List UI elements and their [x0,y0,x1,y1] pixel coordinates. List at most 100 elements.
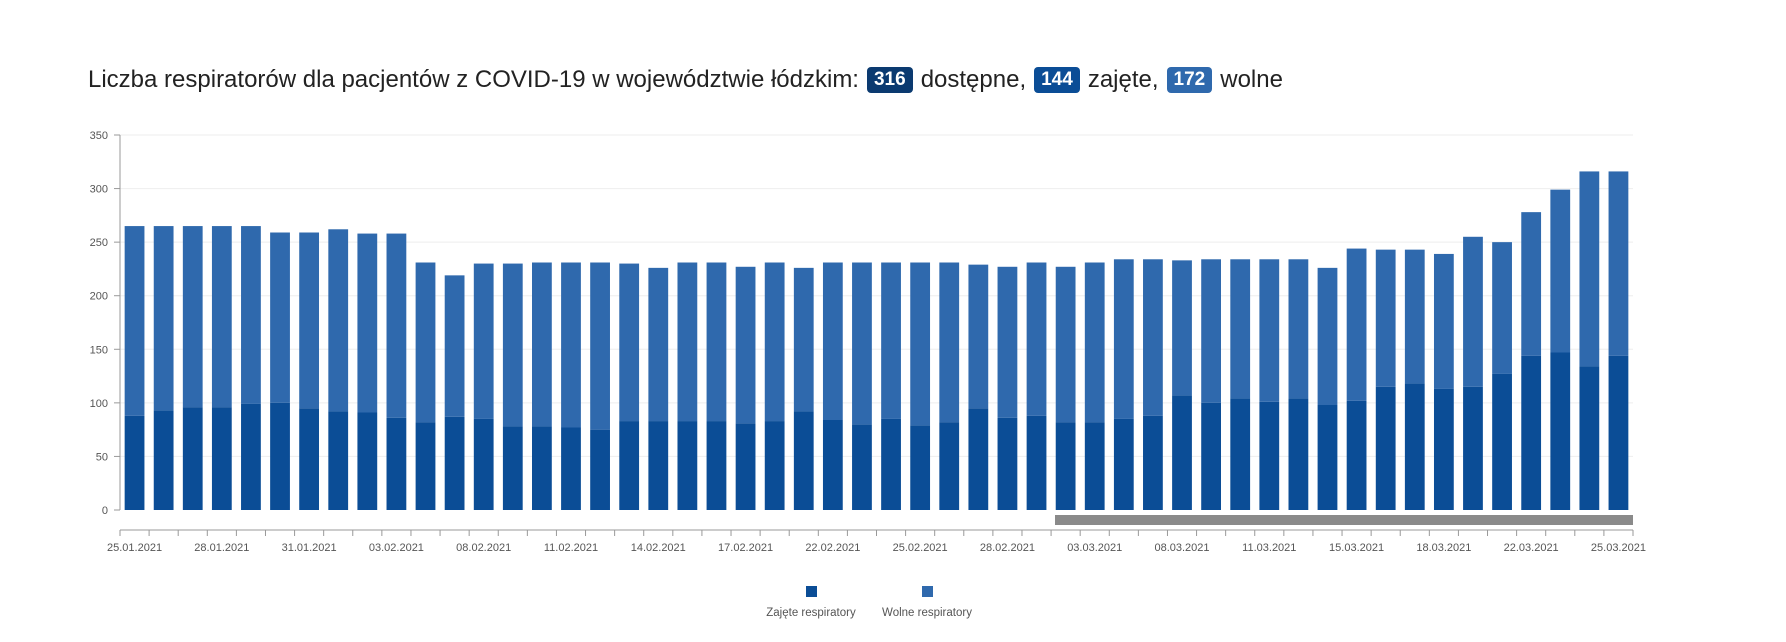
bar-free [182,226,203,408]
bar-free [357,233,378,413]
bar-free [881,262,901,419]
bar-free [1346,248,1367,401]
legend-swatch-free[interactable] [922,586,933,597]
x-axis: 25.01.2021 28.01.2021 31.01.2021 03.02.2021… [107,529,1646,554]
legend-label-occupied[interactable]: Zajęte respiratory [766,607,856,619]
legend: Zajęte respiratory Wolne respiratory [766,586,972,619]
bar-occupied [1608,355,1629,510]
bar-free [211,226,232,408]
bar-occupied [444,416,465,510]
bar-occupied [1201,402,1221,510]
bar-free [677,262,698,422]
bar-occupied [299,408,320,510]
bar-free [124,226,145,416]
bar-occupied [1317,405,1338,510]
bar-occupied [415,422,436,510]
bar-free [444,275,465,417]
bar-free [561,262,581,428]
bar-free [473,263,494,419]
bar-free [1608,171,1629,356]
bar-free [241,226,261,404]
bar-occupied [1550,352,1571,510]
bar-occupied [764,421,785,510]
bar-free [1026,262,1047,416]
bar-occupied [619,421,640,510]
bar-occupied [153,410,174,510]
bar-occupied [182,407,203,510]
bar-occupied [1521,355,1542,510]
y-tick-label: 200 [90,291,108,303]
bar-occupied [1055,422,1076,510]
bar-occupied [270,402,290,510]
x-tick-label: 28.01.2021 [194,542,249,554]
bar-free [1172,260,1192,396]
bar-occupied [1172,395,1192,510]
bar-free [735,266,756,424]
bar-free [1317,267,1338,405]
x-tick-label: 03.03.2021 [1067,542,1122,554]
bar-occupied [910,425,931,510]
y-tick-label: 50 [96,451,108,463]
bar-occupied [211,407,232,510]
x-tick-label: 08.03.2021 [1154,542,1209,554]
x-tick-label: 25.02.2021 [893,542,948,554]
legend-label-free[interactable]: Wolne respiratory [882,607,972,619]
bar-occupied [590,429,610,510]
bar-free [1143,259,1163,416]
bar-free [386,233,407,418]
bar-free [1259,259,1280,402]
bar-free [1521,212,1542,356]
free-badge: 172 [1166,67,1213,93]
occupied-badge: 144 [1034,67,1080,93]
bar-occupied [1346,400,1367,510]
bar-free [706,262,727,422]
legend-swatch-occupied[interactable] [806,586,817,597]
y-tick-label: 100 [90,398,108,410]
free-label: wolne [1220,66,1283,93]
bar-free [1230,259,1251,399]
bar-free [1433,253,1454,389]
chart-scrollbar[interactable] [1055,515,1633,525]
bar-occupied [328,411,349,510]
y-tick-label: 0 [102,505,108,517]
y-tick-label: 150 [90,344,108,356]
x-tick-label: 11.03.2021 [1242,542,1296,554]
bar-occupied [357,412,378,510]
y-tick-label: 250 [90,237,108,249]
bar-free [1463,236,1483,387]
x-tick-label: 22.03.2021 [1504,542,1559,554]
bar-occupied [561,427,581,510]
x-tick-label: 14.02.2021 [631,542,686,554]
bar-occupied [822,420,843,510]
bar-free [1288,259,1309,399]
bar-occupied [1143,415,1163,510]
bar-free [793,267,814,412]
bar-free [1375,249,1396,387]
x-tick-label: 22.02.2021 [805,542,860,554]
bar-free [997,266,1018,418]
bar-free [1084,262,1105,423]
x-tick-label: 15.03.2021 [1329,542,1384,554]
bar-free [1055,266,1076,423]
bar-free [822,262,843,420]
bar-occupied [473,418,494,510]
title-text: Liczba respiratorów dla pacjentów z COVI… [88,66,859,93]
bar-occupied [1288,398,1309,510]
bar-occupied [881,418,901,510]
x-tick-label: 28.02.2021 [980,542,1035,554]
x-tick-label: 17.02.2021 [718,542,773,554]
bar-free [852,262,872,425]
bar-occupied [502,426,523,510]
available-badge: 316 [866,67,913,93]
y-axis: 0 50 100 150 200 250 300 350 [90,130,121,517]
bar-free [328,229,349,412]
bar-free [968,264,989,409]
bar-occupied [386,417,407,510]
bar-occupied [648,421,669,510]
bar-free [299,232,320,409]
x-tick-label: 11.02.2021 [544,542,598,554]
y-tick-label: 350 [90,130,108,142]
bar-free [270,232,290,403]
bar-free [910,262,931,426]
bar-occupied [939,422,960,510]
